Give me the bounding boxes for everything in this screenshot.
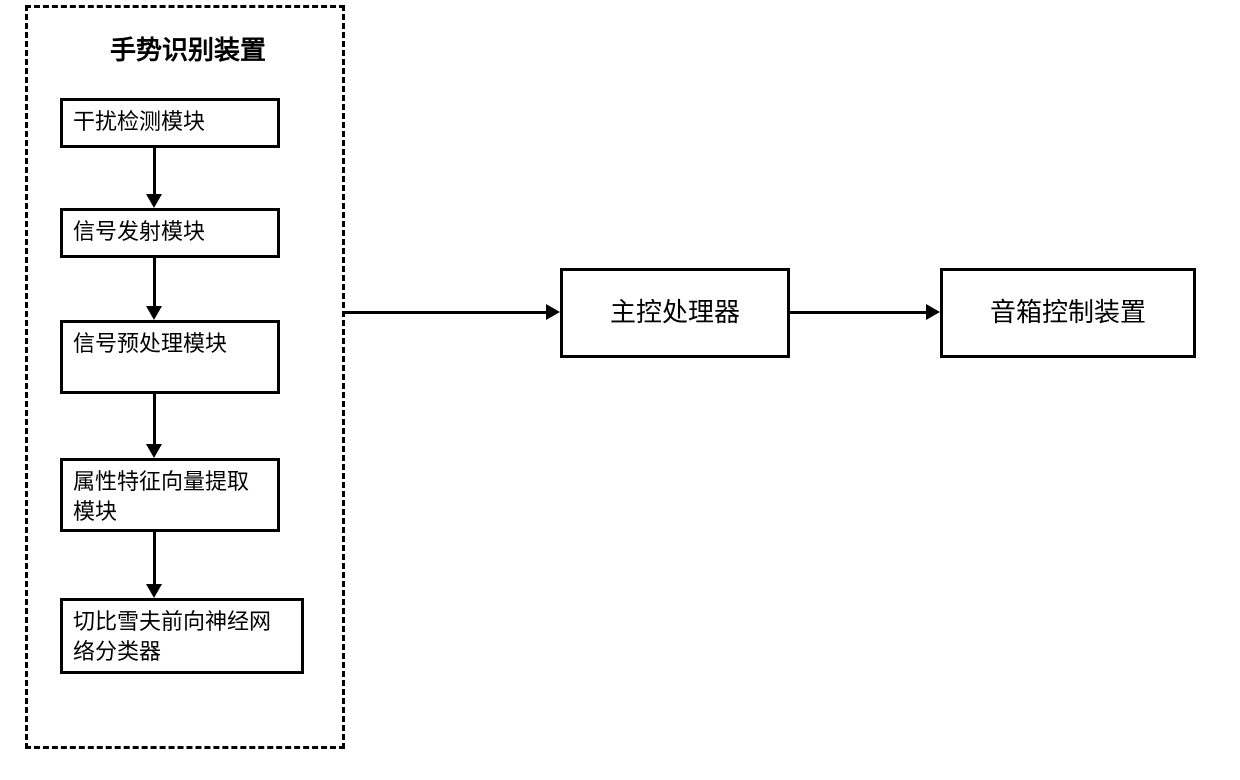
processor-label: 主控处理器 bbox=[610, 295, 740, 330]
arrow-line bbox=[153, 258, 156, 306]
processor-box: 音箱控制装置 bbox=[940, 268, 1196, 358]
module-label: 干扰检测模块 bbox=[73, 107, 205, 137]
processor-box: 主控处理器 bbox=[560, 268, 790, 358]
arrow-line bbox=[345, 311, 546, 314]
container-title: 手势识别装置 bbox=[110, 30, 266, 67]
arrow-head-down-icon bbox=[146, 444, 162, 458]
module-box: 信号发射模块 bbox=[60, 208, 280, 258]
arrow-line bbox=[153, 148, 156, 194]
module-label: 切比雪夫前向神经网络分类器 bbox=[73, 607, 291, 666]
arrow-head-right-icon bbox=[926, 304, 940, 320]
arrow-head-down-icon bbox=[146, 194, 162, 208]
processor-label: 音箱控制装置 bbox=[990, 295, 1146, 330]
module-box: 属性特征向量提取模块 bbox=[60, 458, 280, 532]
arrow-head-down-icon bbox=[146, 306, 162, 320]
module-label: 信号预处理模块 bbox=[73, 329, 227, 359]
module-box: 信号预处理模块 bbox=[60, 320, 280, 394]
arrow-head-down-icon bbox=[146, 584, 162, 598]
arrow-line bbox=[153, 394, 156, 444]
arrow-line bbox=[790, 311, 926, 314]
arrow-line bbox=[153, 532, 156, 584]
module-label: 信号发射模块 bbox=[73, 217, 205, 247]
module-box: 干扰检测模块 bbox=[60, 98, 280, 148]
module-label: 属性特征向量提取模块 bbox=[73, 467, 267, 526]
arrow-head-right-icon bbox=[546, 304, 560, 320]
module-box: 切比雪夫前向神经网络分类器 bbox=[60, 598, 304, 674]
